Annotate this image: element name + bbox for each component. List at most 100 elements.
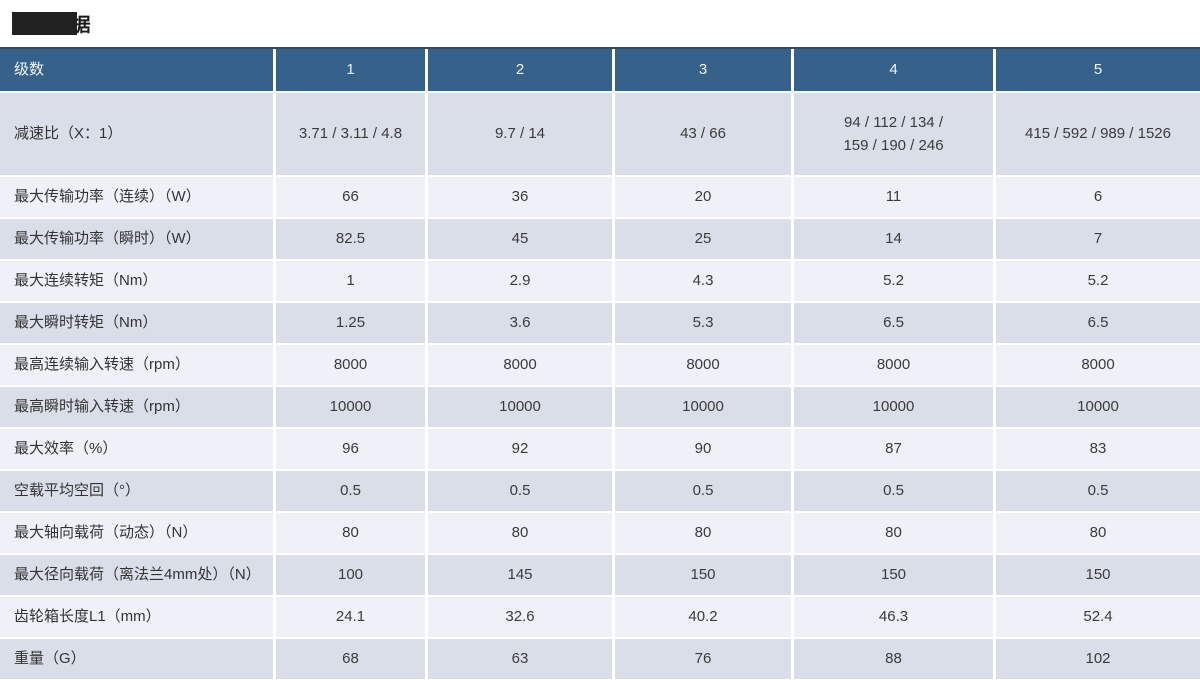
row-value: 6 [996,177,1200,217]
row-value: 10000 [996,387,1200,427]
row-label: 最高瞬时输入转速（rpm） [0,387,273,427]
row-label: 最大连续转矩（Nm） [0,261,273,301]
row-value: 150 [615,555,791,595]
row-value: 80 [276,513,425,553]
row-label: 齿轮箱长度L1（mm） [0,597,273,637]
row-value: 9.7 / 14 [428,93,612,175]
table-row: 空载平均空回（°） 0.5 0.5 0.5 0.5 0.5 [0,471,1200,511]
row-value: 10000 [276,387,425,427]
row-value: 150 [794,555,993,595]
row-value: 4.3 [615,261,791,301]
row-value: 150 [996,555,1200,595]
row-value: 0.5 [428,471,612,511]
row-value: 20 [615,177,791,217]
row-value: 80 [996,513,1200,553]
table-row: 最大效率（%） 96 92 90 87 83 [0,429,1200,469]
row-value: 94 / 112 / 134 / 159 / 190 / 246 [794,93,993,175]
row-value: 415 / 592 / 989 / 1526 [996,93,1200,175]
row-value: 7 [996,219,1200,259]
header-cell-col5: 5 [996,49,1200,91]
row-value: 8000 [428,345,612,385]
row-value: 43 / 66 [615,93,791,175]
row-value: 45 [428,219,612,259]
row-value: 92 [428,429,612,469]
row-value: 52.4 [996,597,1200,637]
header-cell-label: 级数 [0,49,273,91]
row-value: 6.5 [794,303,993,343]
header-cell-col1: 1 [276,49,425,91]
row-value: 6.5 [996,303,1200,343]
row-value: 0.5 [276,471,425,511]
row-value: 40.2 [615,597,791,637]
row-value: 96 [276,429,425,469]
row-value: 145 [428,555,612,595]
row-value: 5.2 [794,261,993,301]
row-value: 90 [615,429,791,469]
row-value: 100 [276,555,425,595]
row-label: 最大效率（%） [0,429,273,469]
row-value: 80 [428,513,612,553]
row-value: 66 [276,177,425,217]
table-header-row: 级数 1 2 3 4 5 [0,47,1200,91]
table-row: 最大瞬时转矩（Nm） 1.25 3.6 5.3 6.5 6.5 [0,303,1200,343]
row-value: 83 [996,429,1200,469]
row-label: 最高连续输入转速（rpm） [0,345,273,385]
row-value: 25 [615,219,791,259]
row-value: 82.5 [276,219,425,259]
spec-table-body: 减速比（X：1） 3.71 / 3.11 / 4.8 9.7 / 14 43 /… [0,93,1200,679]
table-row: 最大径向载荷（离法兰4mm处）（N） 100 145 150 150 150 [0,555,1200,595]
row-value: 8000 [276,345,425,385]
table-row: 减速比（X：1） 3.71 / 3.11 / 4.8 9.7 / 14 43 /… [0,93,1200,175]
header-cell-col2: 2 [428,49,612,91]
row-value: 1.25 [276,303,425,343]
row-value: 8000 [996,345,1200,385]
row-value: 0.5 [794,471,993,511]
row-value: 63 [428,639,612,679]
table-row: 最高瞬时输入转速（rpm） 10000 10000 10000 10000 10… [0,387,1200,427]
row-value: 10000 [615,387,791,427]
row-label: 最大传输功率（连续）（W） [0,177,273,217]
row-value: 10000 [428,387,612,427]
header-cell-col4: 4 [794,49,993,91]
table-row: 齿轮箱长度L1（mm） 24.1 32.6 40.2 46.3 52.4 [0,597,1200,637]
row-value: 80 [615,513,791,553]
row-value: 88 [794,639,993,679]
row-value: 11 [794,177,993,217]
page-title: 技术数据 [12,10,91,36]
row-value: 1 [276,261,425,301]
row-value: 3.6 [428,303,612,343]
row-value: 5.2 [996,261,1200,301]
row-value: 32.6 [428,597,612,637]
table-row: 最大传输功率（连续）（W） 66 36 20 11 6 [0,177,1200,217]
table-row: 最大连续转矩（Nm） 1 2.9 4.3 5.2 5.2 [0,261,1200,301]
row-label: 空载平均空回（°） [0,471,273,511]
row-value: 0.5 [615,471,791,511]
row-label: 最大传输功率（瞬时）（W） [0,219,273,259]
row-label: 重量（G） [0,639,273,679]
row-label: 最大瞬时转矩（Nm） [0,303,273,343]
row-value: 10000 [794,387,993,427]
spec-table: 级数 1 2 3 4 5 减速比（X：1） 3.71 / 3.11 / 4.8 … [0,47,1200,679]
row-value: 102 [996,639,1200,679]
row-value: 87 [794,429,993,469]
row-label: 减速比（X：1） [0,93,273,175]
row-value: 0.5 [996,471,1200,511]
table-row: 最大轴向载荷（动态）（N） 80 80 80 80 80 [0,513,1200,553]
row-label: 最大轴向载荷（动态）（N） [0,513,273,553]
row-value: 3.71 / 3.11 / 4.8 [276,93,425,175]
row-value: 8000 [615,345,791,385]
row-value: 2.9 [428,261,612,301]
header-cell-col3: 3 [615,49,791,91]
row-value: 36 [428,177,612,217]
row-value: 46.3 [794,597,993,637]
row-value: 24.1 [276,597,425,637]
row-value: 68 [276,639,425,679]
table-row: 最大传输功率（瞬时）（W） 82.5 45 25 14 7 [0,219,1200,259]
row-value: 5.3 [615,303,791,343]
row-value: 8000 [794,345,993,385]
table-row: 重量（G） 68 63 76 88 102 [0,639,1200,679]
table-row: 最高连续输入转速（rpm） 8000 8000 8000 8000 8000 [0,345,1200,385]
row-value: 76 [615,639,791,679]
row-label: 最大径向载荷（离法兰4mm处）（N） [0,555,273,595]
row-value: 80 [794,513,993,553]
